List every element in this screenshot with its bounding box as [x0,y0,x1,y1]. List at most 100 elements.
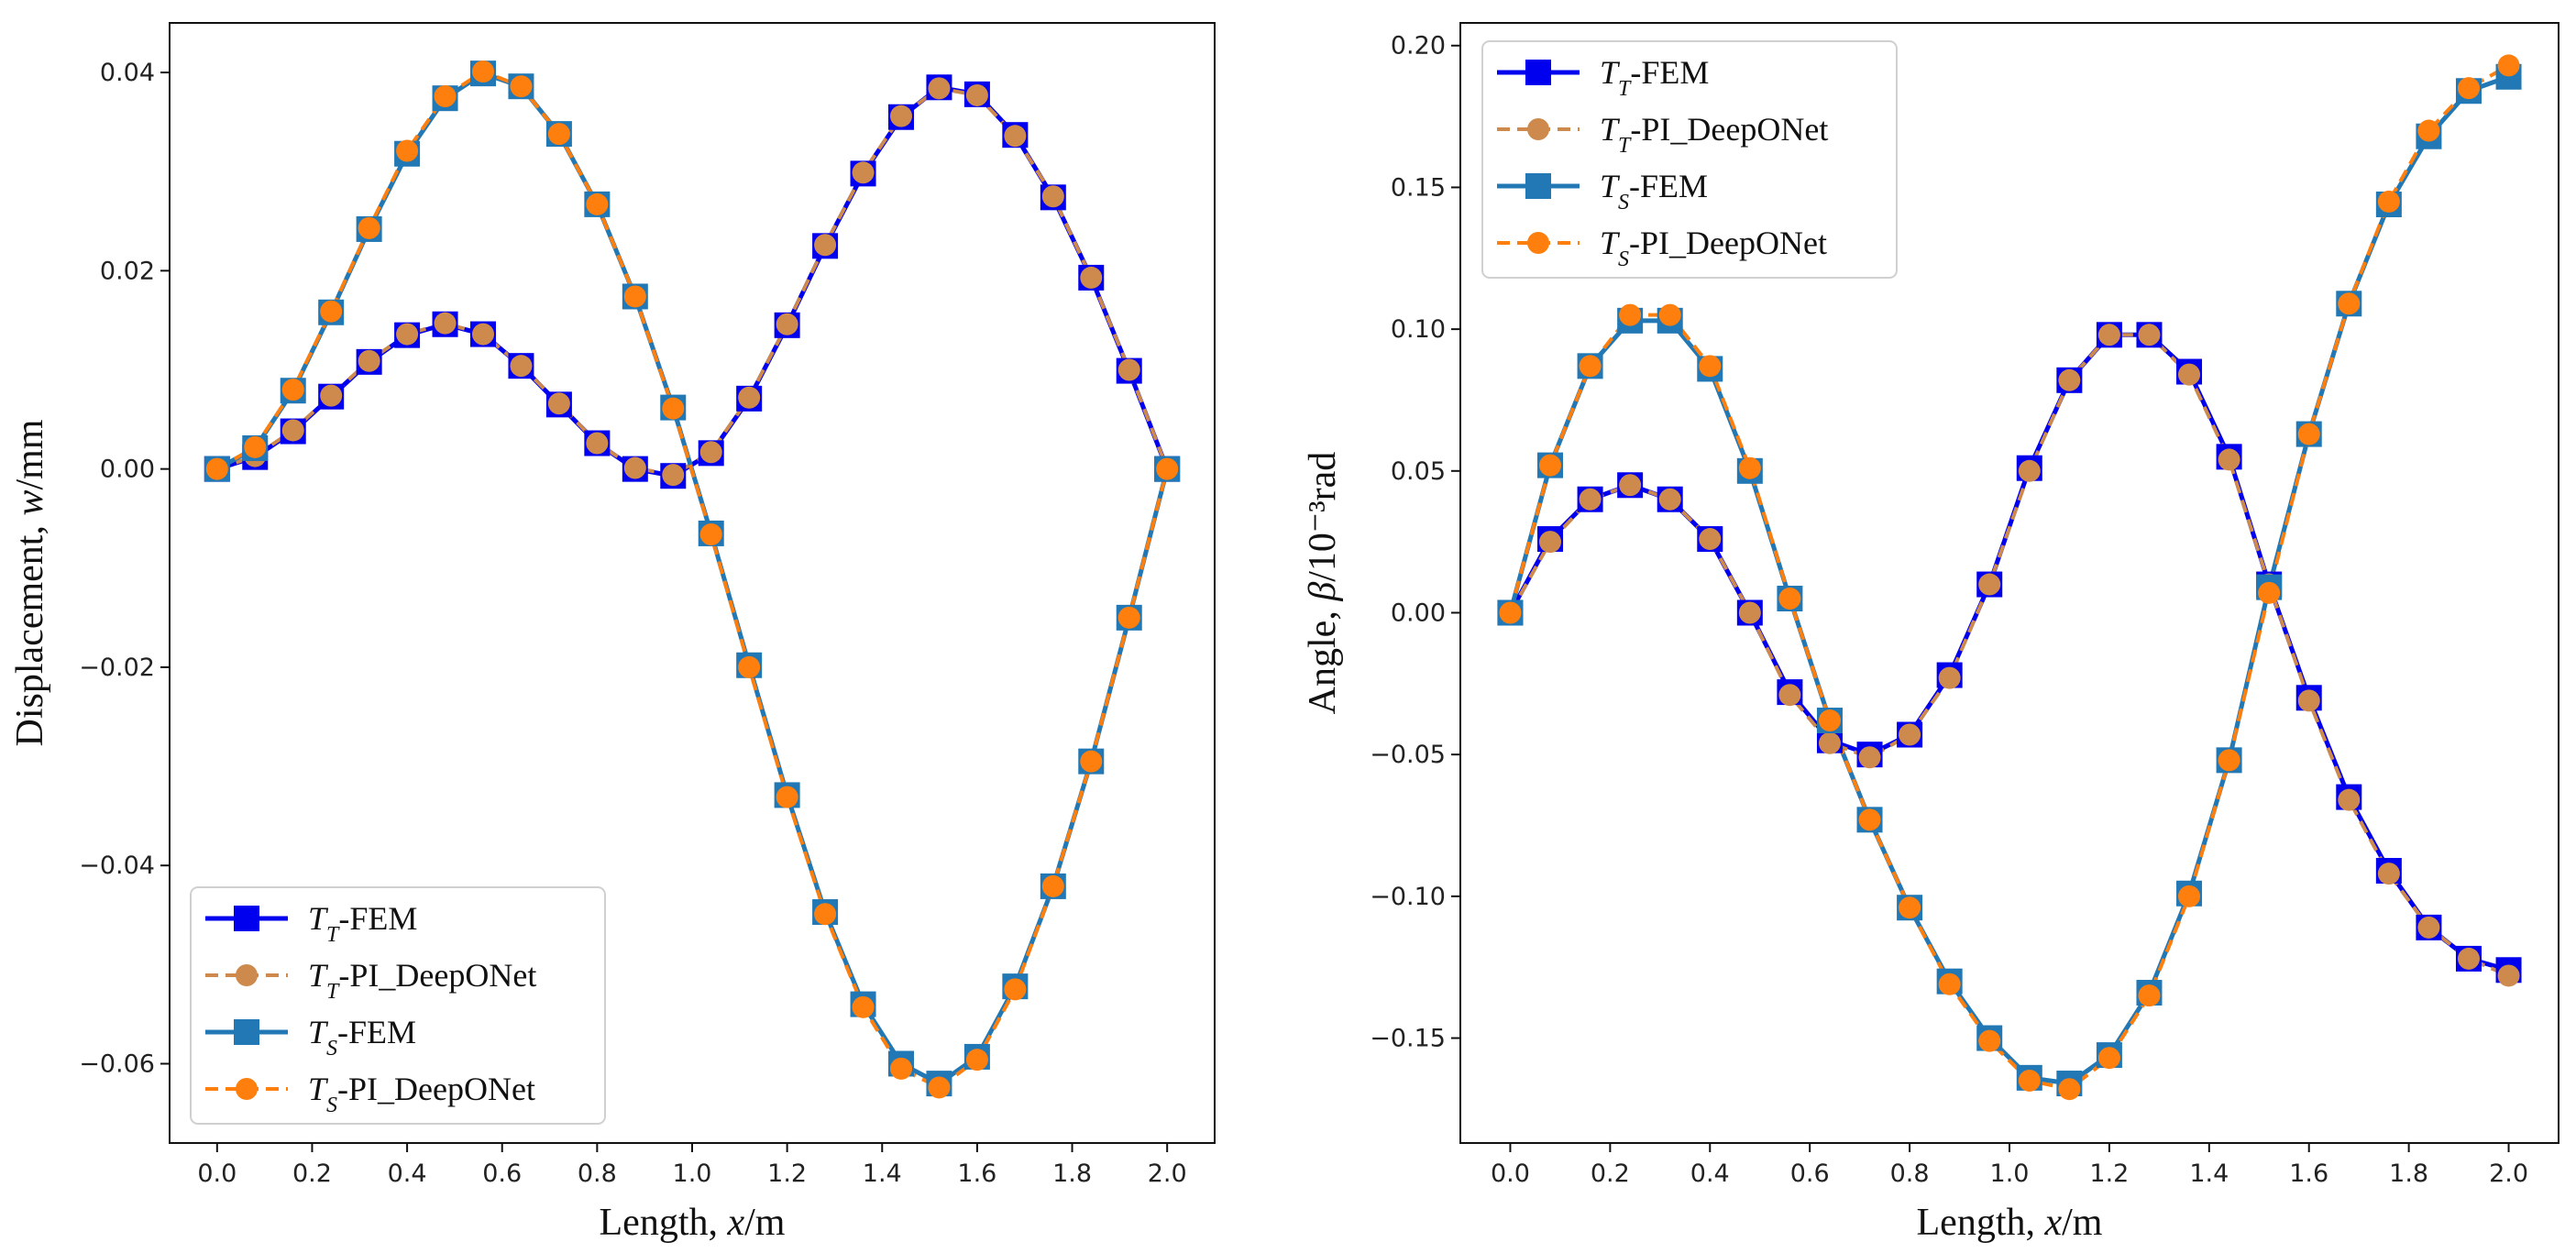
data-point [1080,750,1103,773]
data-point [623,456,646,479]
data-point [1658,488,1681,511]
data-point [2058,368,2081,391]
series-line-1-1 [1508,333,2510,978]
data-point [2338,292,2361,315]
y-axis-label: Displacement, w/mm [9,419,51,746]
data-point [1658,303,1681,326]
y-tick-label: −0.04 [79,852,155,880]
data-point [472,60,494,82]
data-point [2018,1069,2041,1092]
data-point [281,379,304,401]
data-point [2457,947,2480,970]
data-point [205,457,228,480]
legend-marker-2 [234,1019,259,1045]
x-tick-label: 1.4 [2189,1160,2229,1188]
data-point [2138,984,2161,1007]
x-tick-label: 0.2 [292,1160,332,1188]
data-point [2417,916,2440,939]
legend-label-2: TS-FEM [1600,168,1708,214]
y-tick-label: −0.10 [1370,883,1446,911]
series-line-0-3 [215,69,1170,1090]
legend-label-3: TS-PI_DeepONet [1600,225,1827,271]
series-markers-0-0 [204,74,1181,489]
y-tick-label: 0.15 [1391,173,1446,202]
data-point [965,83,988,106]
data-point [1499,601,1522,624]
data-point [2497,964,2520,987]
x-tick-label: 0.6 [1790,1160,1830,1188]
y-tick-label: 0.10 [1391,315,1446,344]
y-tick-label: 0.04 [100,59,155,87]
data-point [320,300,343,323]
data-point [2178,363,2201,386]
data-point [2097,324,2120,346]
data-point [1899,896,1921,919]
data-point [320,384,343,407]
data-point [2018,459,2041,482]
data-point [1004,125,1027,148]
data-point [623,285,646,308]
data-point [1579,355,1602,378]
data-point [699,441,722,464]
legend-marker-2 [1525,173,1551,199]
y-tick-label: 0.05 [1391,457,1446,486]
data-point [852,161,875,184]
data-point [2178,885,2201,907]
data-point [1004,978,1027,1001]
series-markers-0-1 [205,77,1179,487]
legend-marker-0 [234,906,259,931]
displacement-chart: 0.0 0.2 0.4 0.6 0.8 1.0 1.2 1.4 1.6 1.8 2.0 −0.06 −0… [9,22,1216,1244]
data-point [434,85,457,108]
y-axis-label: Angle, β/10⁻³rad [1302,452,1344,715]
data-point [358,349,380,372]
data-point [1858,746,1881,769]
x-tick-label: 0.6 [482,1160,522,1188]
legend-marker-3 [1527,232,1549,254]
x-tick-label: 0.8 [1890,1160,1930,1188]
data-point [1738,456,1761,479]
data-point [396,323,419,346]
legend-label-0: TT-FEM [308,900,417,947]
data-point [510,75,533,98]
legend: TT-FEM TT-PI_DeepONet TS-FEM TS-PI_DeepONet [190,886,606,1125]
legend-label-1: TT-PI_DeepONet [1600,111,1828,158]
legend-label-0: TT-FEM [1600,54,1709,101]
data-point [1938,973,1961,995]
data-point [1738,601,1761,624]
data-point [2497,54,2520,77]
legend-marker-3 [236,1078,258,1100]
x-tick-label: 1.2 [2089,1160,2129,1188]
y-tick-label: 0.20 [1391,32,1446,60]
data-point [890,1057,912,1080]
data-point [1699,528,1722,551]
data-point [2218,749,2240,772]
x-tick-label: 0.0 [1491,1160,1530,1188]
x-tick-label: 1.0 [1990,1160,2030,1188]
data-point [662,464,685,487]
data-point [928,1076,951,1099]
series-line-1-0 [1508,332,2510,973]
data-point [1539,454,1562,477]
x-axis-label: Length, x/m [1917,1202,2103,1244]
data-point [396,139,419,162]
data-point [738,386,761,409]
data-point [1579,488,1602,511]
data-point [1117,358,1140,381]
series-markers-1-3 [1499,54,2520,1101]
data-point [1778,684,1801,707]
legend-label-1: TT-PI_DeepONet [308,957,536,1004]
data-point [2058,1078,2081,1101]
data-point [1117,606,1140,629]
x-tick-label: 1.6 [2289,1160,2328,1188]
data-point [358,216,380,239]
legend-label-3: TS-PI_DeepONet [308,1071,535,1117]
x-tick-label: 0.4 [1690,1160,1730,1188]
data-point [738,655,761,678]
x-tick-label: 0.4 [388,1160,427,1188]
y-tick-label: −0.15 [1370,1025,1446,1053]
data-point [1978,573,2001,596]
data-point [928,77,951,100]
data-point [1041,874,1064,897]
y-tick-label: 0.00 [1391,599,1446,627]
data-point [814,903,837,926]
